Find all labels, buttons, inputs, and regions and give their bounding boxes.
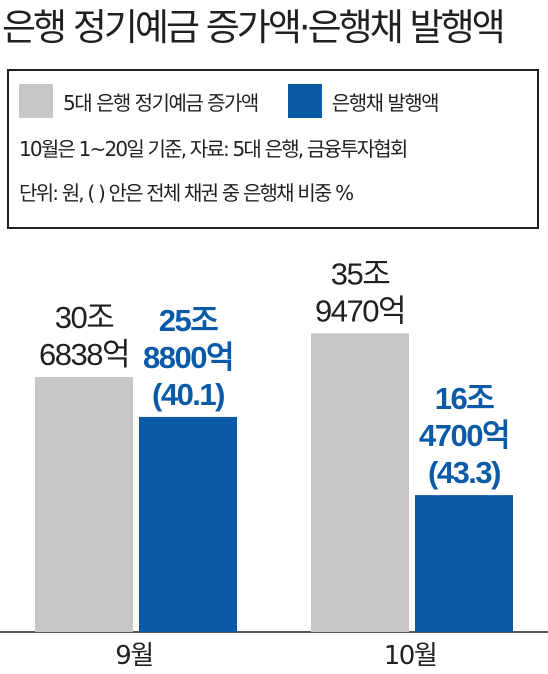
data-label-deposit-1-1: 9470억 <box>315 293 405 328</box>
data-label-bond-0-2: (40.1) <box>152 377 224 412</box>
x-tick-label-0: 9월 <box>115 641 152 671</box>
data-label-deposit-0-1: 6838억 <box>39 337 129 372</box>
x-tick-label-1: 10월 <box>384 641 437 671</box>
bar-deposit-1 <box>311 333 409 632</box>
legend-items: 5대 은행 정기예금 증가액 은행채 발행액 <box>19 83 468 119</box>
chart-title: 은행 정기예금 증가액·은행채 발행액 <box>2 6 506 49</box>
legend-label-bond: 은행채 발행액 <box>331 90 440 115</box>
source-note: 10월은 1~20일 기준, 자료: 5대 은행, 금융투자협회 <box>19 137 408 161</box>
bar-bond-0 <box>139 416 237 632</box>
data-label-deposit-1-0: 35조 <box>331 256 390 291</box>
bar-deposit-0 <box>35 377 133 632</box>
unit-note: 단위: 원, ( ) 안은 전체 채권 중 은행채 비중 % <box>19 181 354 205</box>
data-label-bond-0-1: 8800억 <box>143 340 233 375</box>
data-label-bond-1-1: 4700억 <box>419 418 509 453</box>
data-label-bond-0-0: 25조 <box>159 303 218 338</box>
legend-label-deposit: 5대 은행 정기예금 증가액 <box>63 90 259 115</box>
legend: 5대 은행 정기예금 증가액 은행채 발행액 10월은 1~20일 기준, 자료… <box>7 69 539 229</box>
data-label-deposit-0-0: 30조 <box>55 300 114 335</box>
data-label-bond-1-0: 16조 <box>435 381 494 416</box>
legend-swatch-deposit <box>19 84 53 118</box>
legend-swatch-bond <box>287 84 322 118</box>
data-label-bond-1-2: (43.3) <box>428 455 500 490</box>
bar-bond-1 <box>415 495 513 632</box>
